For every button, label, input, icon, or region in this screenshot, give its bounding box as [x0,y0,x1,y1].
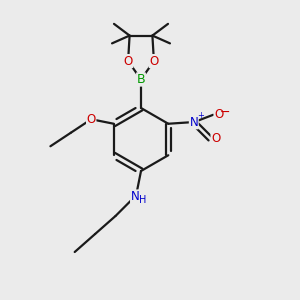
Text: +: + [197,111,204,120]
Text: O: O [214,108,223,121]
Text: −: − [220,106,230,119]
Text: B: B [137,73,145,86]
Text: O: O [124,55,133,68]
Text: N: N [189,116,198,129]
Text: O: O [87,113,96,126]
Text: O: O [211,132,220,145]
Text: H: H [139,195,146,205]
Text: N: N [130,190,140,203]
Text: O: O [149,55,158,68]
